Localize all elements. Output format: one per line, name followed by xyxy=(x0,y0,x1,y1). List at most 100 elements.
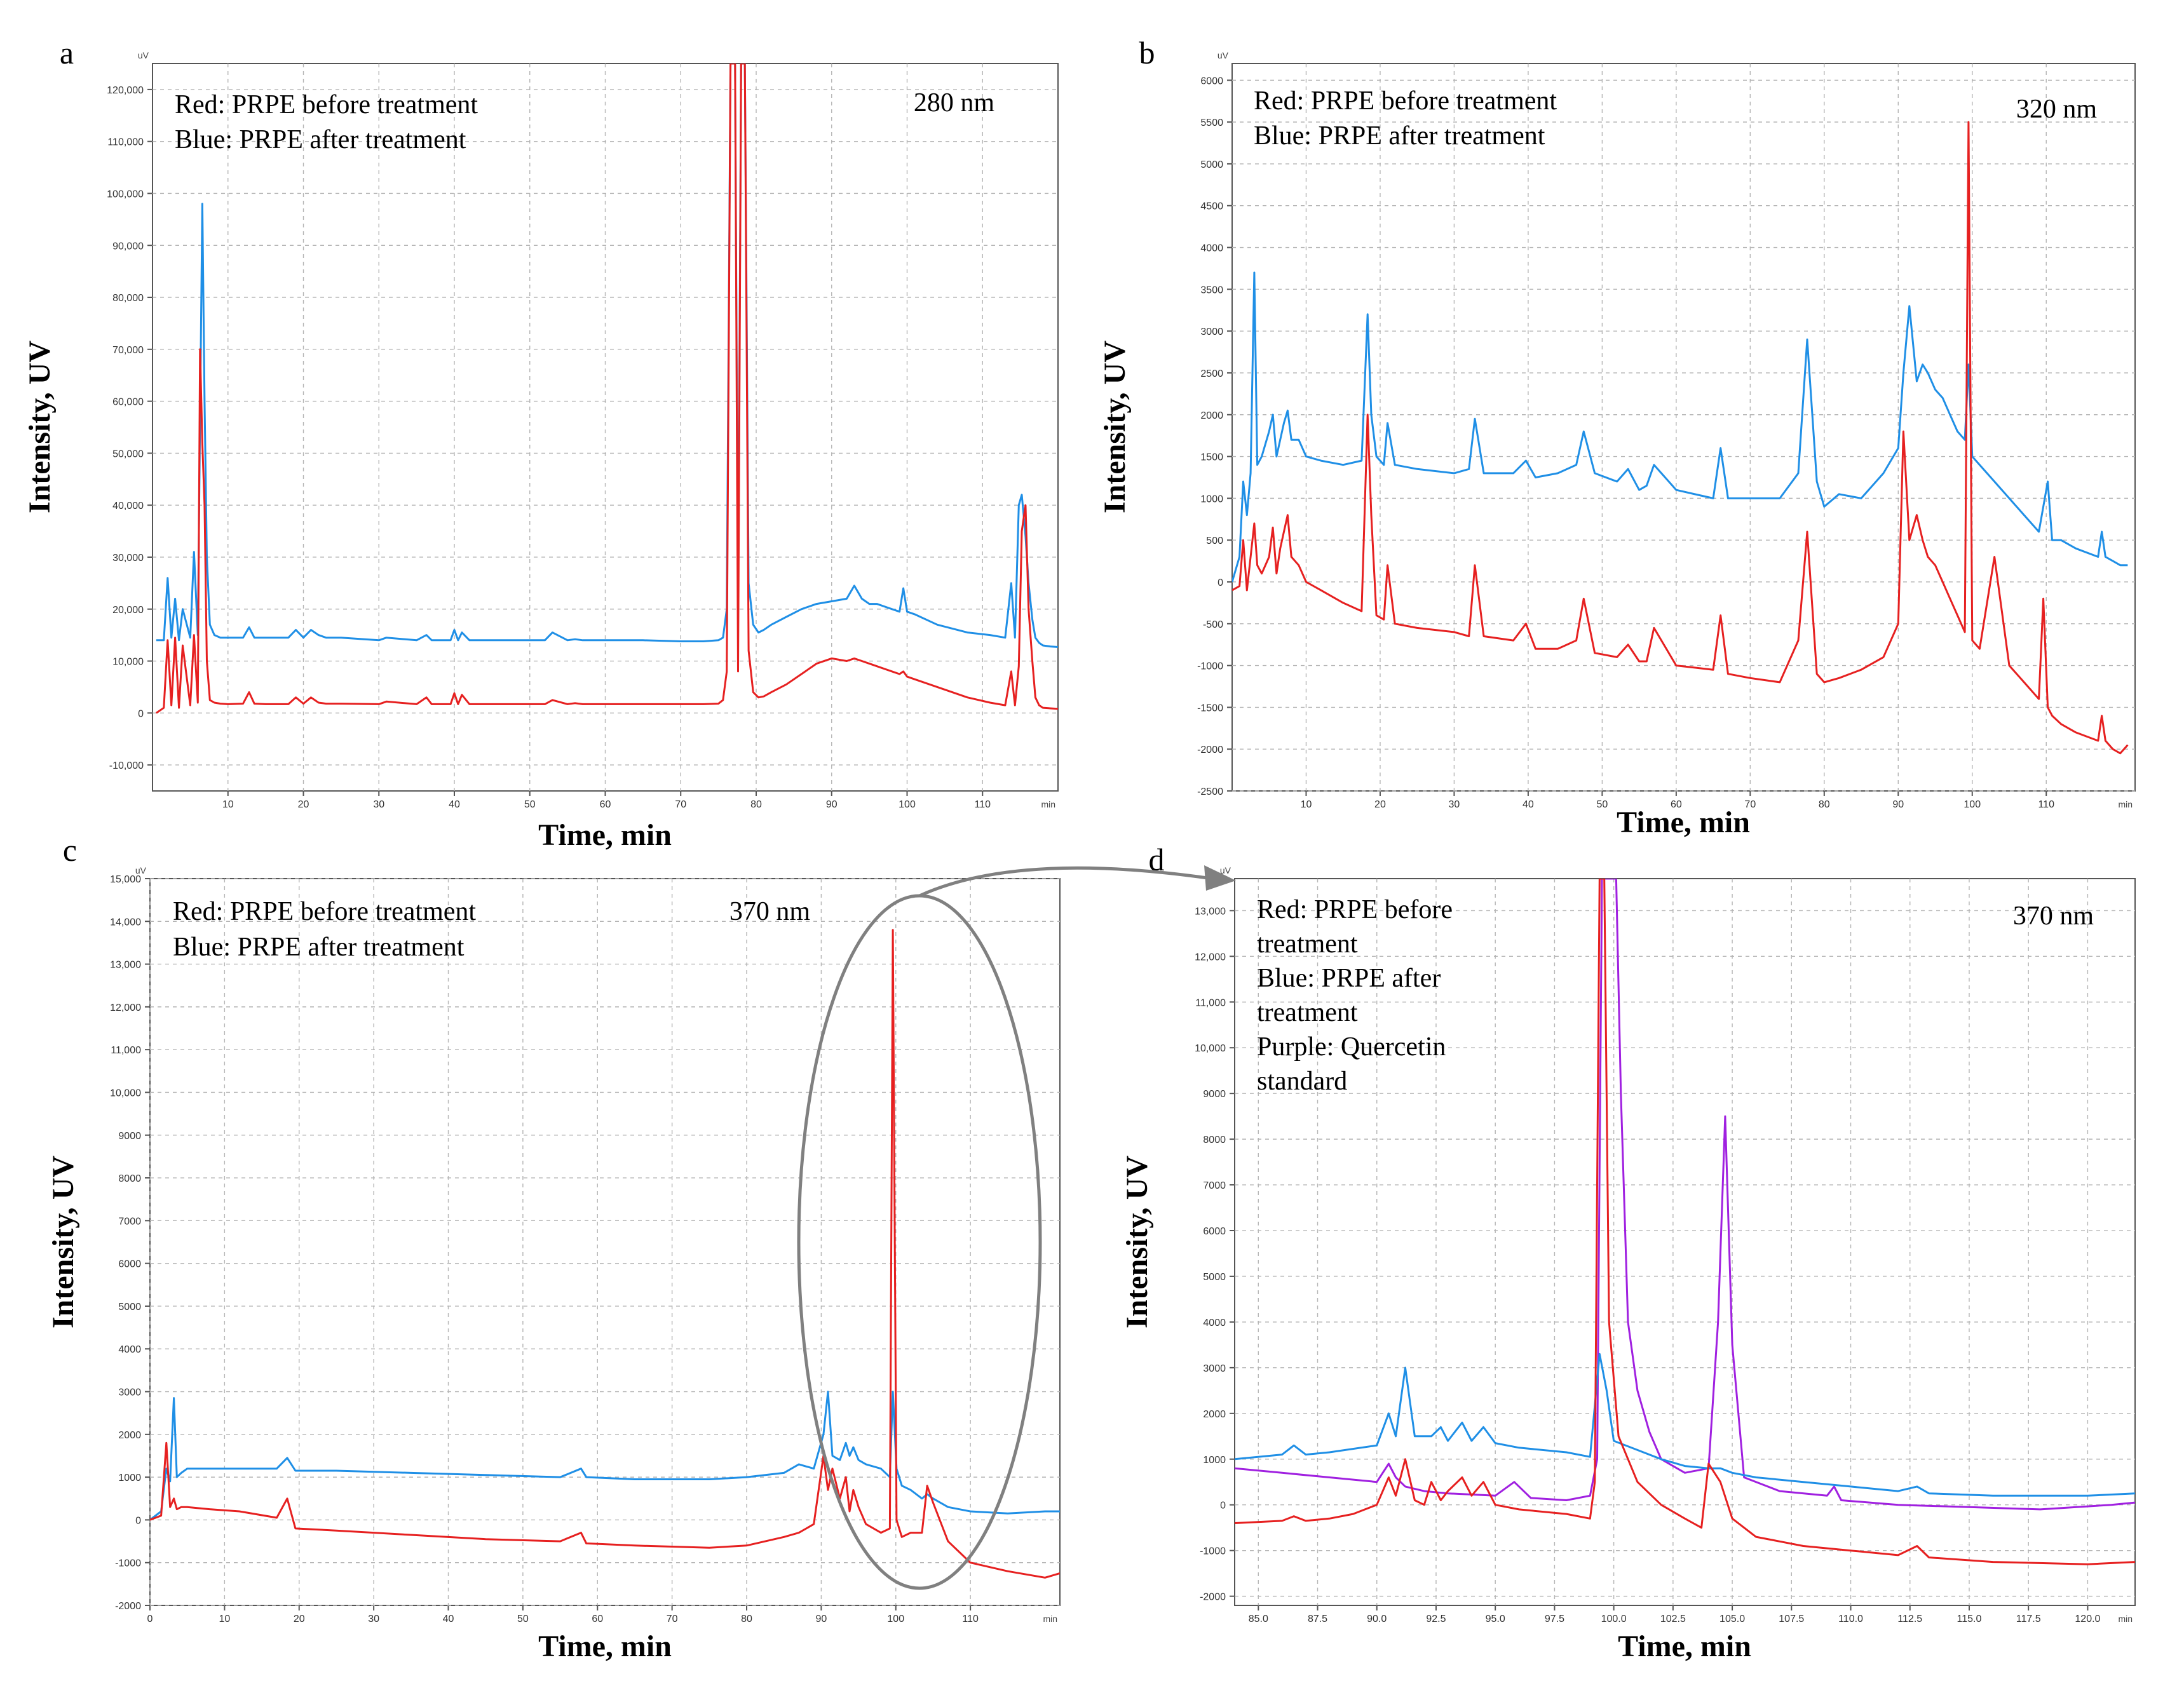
y-tick-label: 1000 xyxy=(1200,494,1223,504)
legend-entry: Blue: PRPE after treatment xyxy=(175,125,466,154)
x-tick-label: 90 xyxy=(815,1614,827,1624)
x-unit-label: min xyxy=(1043,1614,1057,1624)
legend-entry: Red: PRPE before treatment xyxy=(175,90,478,119)
x-tick-label: 90 xyxy=(826,799,838,810)
y-tick-label: 2000 xyxy=(1203,1409,1226,1420)
x-unit-label: min xyxy=(2118,1614,2133,1624)
y-tick-label: 11,000 xyxy=(111,1045,141,1056)
y-tick-label: 3000 xyxy=(1203,1363,1226,1374)
y-tick-label: 0 xyxy=(138,708,144,719)
x-tick-label: 60 xyxy=(1671,799,1682,810)
y-tick-label: -2000 xyxy=(1200,1592,1226,1603)
x-tick-label: 10 xyxy=(219,1614,230,1624)
legend-entry: treatment xyxy=(1257,998,1358,1027)
y-tick-label: 9000 xyxy=(1203,1089,1226,1100)
wavelength-label: 370 nm xyxy=(729,897,811,926)
panel-letter: b xyxy=(1139,35,1155,71)
y-axis-label: Intensity, UV xyxy=(1098,341,1132,513)
y-tick-label: 8000 xyxy=(118,1173,141,1184)
y-tick-label: 50,000 xyxy=(112,449,144,459)
x-tick-label: 100.0 xyxy=(1601,1614,1627,1624)
x-tick-label: 40 xyxy=(1523,799,1534,810)
series-line-prpe-after-treatment xyxy=(1235,1353,2135,1497)
series-line-prpe-before-treatment xyxy=(1235,879,2135,1565)
y-tick-label: 9000 xyxy=(118,1131,141,1142)
y-axis-label: Intensity, UV xyxy=(1120,1156,1154,1328)
y-tick-label: 13,000 xyxy=(110,960,141,971)
x-tick-label: 105.0 xyxy=(1719,1614,1745,1624)
connector-arrow-line xyxy=(918,866,1208,898)
x-tick-label: 110 xyxy=(974,799,991,810)
x-tick-label: 90.0 xyxy=(1367,1614,1387,1624)
y-tick-label: 10,000 xyxy=(112,657,144,668)
x-tick-label: 80 xyxy=(750,799,762,810)
y-tick-label: 100,000 xyxy=(107,189,144,199)
x-axis-label: Time, min xyxy=(538,1630,672,1663)
y-tick-label: -10,000 xyxy=(109,760,144,771)
series-line-prpe-after-treatment xyxy=(150,1391,1060,1521)
x-tick-label: 117.5 xyxy=(2016,1614,2041,1624)
x-tick-label: 70 xyxy=(667,1614,678,1624)
x-tick-label: 30 xyxy=(368,1614,379,1624)
y-tick-label: 4000 xyxy=(1200,243,1223,254)
y-tick-label: 20,000 xyxy=(112,605,144,616)
x-tick-label: 115.0 xyxy=(1957,1614,1982,1624)
x-tick-label: 102.5 xyxy=(1660,1614,1686,1624)
y-tick-label: 13,000 xyxy=(1195,906,1226,917)
x-axis-label: Time, min xyxy=(1618,1630,1751,1663)
x-tick-label: 100 xyxy=(899,799,916,810)
y-unit-label: uV xyxy=(138,50,149,60)
x-tick-label: 110 xyxy=(2038,799,2054,810)
panel-b: 10 20 30 40 50 60 70 80 90 100 110 -2500 -2000 -1500 -… xyxy=(1098,35,2136,839)
y-tick-label: 15,000 xyxy=(110,874,141,885)
y-tick-label: 12,000 xyxy=(1195,952,1226,962)
x-tick-label: 40 xyxy=(443,1614,454,1624)
plot-area xyxy=(152,63,1059,792)
panel-a: 10 20 30 40 50 60 70 80 90 100 110 -10,000 0 10,000 20… xyxy=(23,35,1059,852)
series-line-prpe-before-treatment xyxy=(150,929,1060,1579)
y-tick-label: 5000 xyxy=(1203,1272,1226,1283)
legend-entry: Red: PRPE before treatment xyxy=(173,897,476,926)
y-tick-label: 2000 xyxy=(1200,410,1223,421)
x-tick-label: 50 xyxy=(524,799,536,810)
y-tick-label: 8000 xyxy=(1203,1135,1226,1145)
legend-entry: treatment xyxy=(1257,929,1358,959)
x-tick-label: 60 xyxy=(592,1614,603,1624)
y-unit-label: uV xyxy=(135,865,147,875)
y-tick-label: 500 xyxy=(1206,536,1223,546)
y-tick-label: 4000 xyxy=(1203,1318,1226,1328)
x-unit-label: min xyxy=(1041,799,1055,809)
x-tick-label: 0 xyxy=(147,1614,153,1624)
zoom-connector xyxy=(797,865,1236,1590)
wavelength-label: 370 nm xyxy=(2013,901,2094,931)
x-tick-label: 50 xyxy=(1596,799,1608,810)
y-tick-label: 2500 xyxy=(1200,368,1223,379)
legend-entry: standard xyxy=(1257,1067,1347,1096)
y-tick-label: 10,000 xyxy=(110,1088,141,1098)
panel-letter: a xyxy=(60,35,74,71)
series-line-prpe-before-treatment xyxy=(156,64,1058,714)
series-line-prpe-before-treatment xyxy=(1232,121,2129,755)
y-axis-label: Intensity, UV xyxy=(23,341,57,513)
connector-arrow-head xyxy=(1204,865,1236,891)
y-tick-label: 4500 xyxy=(1200,201,1223,212)
y-tick-label: -2000 xyxy=(1197,745,1223,755)
y-tick-label: 0 xyxy=(1217,577,1223,588)
y-tick-label: 0 xyxy=(135,1515,141,1526)
y-tick-label: 2000 xyxy=(118,1430,141,1441)
wavelength-label: 280 nm xyxy=(914,88,995,118)
y-tick-label: 0 xyxy=(1220,1501,1226,1511)
legend-entry: Purple: Quercetin xyxy=(1257,1032,1446,1062)
x-tick-label: 110 xyxy=(962,1614,979,1624)
x-tick-label: 85.0 xyxy=(1249,1614,1268,1624)
y-tick-label: 3500 xyxy=(1200,285,1223,295)
y-tick-label: 6000 xyxy=(1203,1226,1226,1237)
x-tick-label: 112.5 xyxy=(1897,1614,1922,1624)
x-tick-label: 87.5 xyxy=(1308,1614,1327,1624)
x-tick-label: 107.5 xyxy=(1779,1614,1804,1624)
y-tick-label: 12,000 xyxy=(110,1003,141,1013)
y-tick-label: 6000 xyxy=(1200,76,1223,86)
y-tick-label: 3000 xyxy=(118,1387,141,1398)
x-tick-label: 20 xyxy=(1374,799,1386,810)
